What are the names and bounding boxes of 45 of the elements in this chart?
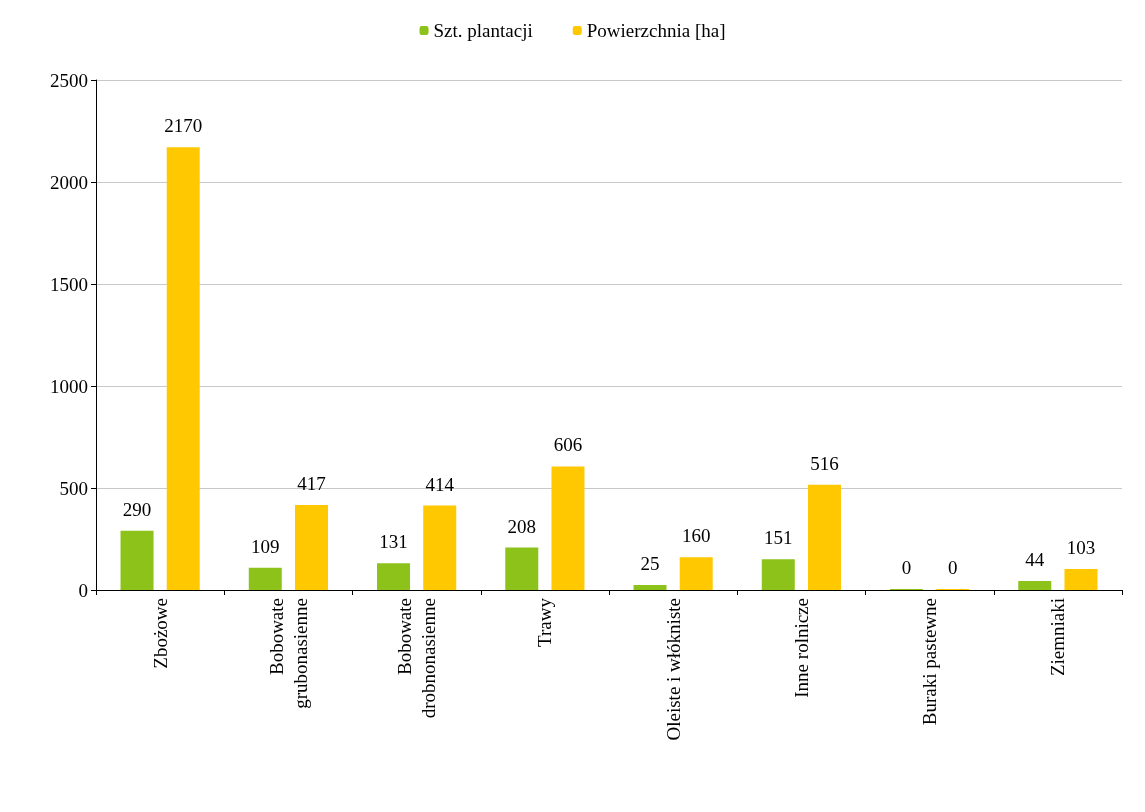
y-tick-label: 2500 — [50, 69, 88, 91]
bar — [1018, 581, 1052, 590]
x-tick-label: Inne rolnicze — [790, 598, 812, 698]
y-tick-label: 1500 — [50, 273, 88, 295]
data-label: 516 — [810, 452, 839, 474]
bar — [761, 559, 795, 590]
data-label: 44 — [1025, 549, 1045, 571]
data-label: 0 — [947, 557, 958, 578]
y-tick-label: 1000 — [50, 375, 88, 397]
bar — [551, 466, 585, 590]
data-label: 414 — [425, 473, 455, 495]
x-tick-label: Bobowate grubonasienne — [265, 598, 311, 709]
legend-label: Szt. plantacji — [433, 20, 533, 41]
y-tick-label: 500 — [59, 477, 88, 499]
data-label: 131 — [379, 531, 408, 553]
legend-label: Powierzchnia [ha] — [586, 20, 726, 41]
data-label: 208 — [507, 515, 537, 537]
bar — [505, 547, 539, 590]
bar — [294, 504, 328, 590]
data-label: 103 — [1066, 536, 1096, 558]
data-label: 290 — [122, 498, 152, 520]
bar — [423, 505, 457, 590]
data-label: 25 — [640, 552, 660, 574]
data-label: 2170 — [164, 115, 203, 137]
data-label: 151 — [764, 527, 793, 549]
data-label: 417 — [297, 472, 326, 494]
data-label: 0 — [901, 557, 912, 578]
x-tick-label: Oleiste i włókniste — [662, 598, 684, 741]
x-tick-label: Trawy — [534, 597, 556, 647]
data-label: 160 — [681, 525, 711, 547]
data-label: 109 — [251, 535, 280, 557]
bar — [248, 567, 282, 590]
data-label: 606 — [553, 434, 583, 456]
x-tick-label: Zbożowe — [149, 598, 171, 669]
bar — [377, 563, 411, 590]
bar — [166, 147, 200, 590]
bar — [679, 557, 713, 590]
bar — [633, 584, 667, 590]
bar — [120, 530, 154, 590]
bar — [1064, 568, 1098, 590]
y-tick-label: 0 — [78, 579, 88, 601]
x-tick-label: Ziemniaki — [1047, 598, 1069, 677]
bar — [807, 484, 841, 590]
y-tick-label: 2000 — [50, 171, 88, 193]
x-tick-label: Buraki pastewne — [919, 598, 941, 726]
